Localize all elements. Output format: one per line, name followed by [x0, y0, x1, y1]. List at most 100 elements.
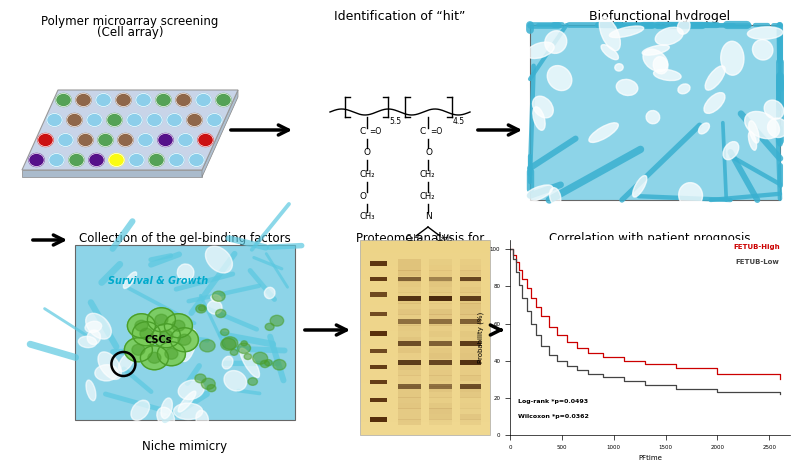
- Ellipse shape: [745, 111, 779, 139]
- Bar: [429, 303, 452, 309]
- Bar: [460, 292, 481, 298]
- Text: CSCs: CSCs: [145, 335, 172, 345]
- Ellipse shape: [127, 113, 142, 126]
- Ellipse shape: [49, 154, 64, 166]
- Bar: [360, 318, 490, 331]
- Bar: [370, 292, 386, 297]
- Bar: [360, 253, 490, 266]
- Text: Wilcoxon *p=0.0362: Wilcoxon *p=0.0362: [518, 414, 589, 419]
- Text: C: C: [359, 127, 366, 136]
- Polygon shape: [22, 170, 202, 177]
- Bar: [429, 270, 452, 276]
- Text: CH₃: CH₃: [359, 212, 374, 221]
- Ellipse shape: [216, 309, 226, 318]
- Bar: [398, 281, 421, 287]
- Ellipse shape: [224, 370, 246, 391]
- Bar: [460, 276, 481, 282]
- Bar: [460, 419, 481, 425]
- Ellipse shape: [753, 39, 773, 60]
- Ellipse shape: [95, 365, 118, 381]
- Text: C: C: [420, 127, 426, 136]
- Ellipse shape: [747, 27, 783, 39]
- Bar: [460, 381, 481, 386]
- Ellipse shape: [230, 349, 238, 355]
- Text: O: O: [359, 192, 366, 201]
- Bar: [429, 364, 452, 370]
- Ellipse shape: [129, 154, 144, 166]
- Ellipse shape: [189, 154, 204, 166]
- Bar: [398, 375, 421, 381]
- Bar: [429, 370, 452, 376]
- Bar: [429, 419, 452, 425]
- Bar: [460, 287, 481, 293]
- Bar: [460, 337, 481, 342]
- Bar: [370, 349, 386, 353]
- Bar: [460, 270, 481, 276]
- Bar: [460, 384, 481, 389]
- Ellipse shape: [704, 93, 725, 113]
- Bar: [398, 353, 421, 359]
- Bar: [370, 312, 386, 316]
- Bar: [429, 296, 452, 301]
- Text: Identification of “hit”: Identification of “hit”: [334, 10, 466, 23]
- Ellipse shape: [147, 308, 175, 332]
- Text: CH₂: CH₂: [420, 170, 435, 179]
- Ellipse shape: [207, 300, 222, 314]
- Text: (Cell array): (Cell array): [97, 26, 163, 39]
- Text: 4.5: 4.5: [453, 117, 465, 126]
- Ellipse shape: [29, 154, 44, 166]
- Bar: [460, 359, 481, 364]
- Bar: [360, 422, 490, 435]
- Bar: [460, 259, 481, 265]
- Text: Niche mimicry: Niche mimicry: [142, 440, 227, 453]
- Ellipse shape: [522, 185, 553, 202]
- Bar: [398, 337, 421, 342]
- Bar: [530, 25, 780, 200]
- Ellipse shape: [98, 133, 113, 147]
- Bar: [460, 386, 481, 392]
- Bar: [398, 259, 421, 265]
- Bar: [360, 240, 490, 435]
- Text: N: N: [425, 212, 432, 221]
- Bar: [460, 314, 481, 320]
- Bar: [429, 341, 452, 346]
- Bar: [360, 331, 490, 344]
- Bar: [429, 320, 452, 324]
- Bar: [398, 298, 421, 304]
- Bar: [398, 325, 421, 331]
- Bar: [398, 414, 421, 420]
- Text: C₂H₅: C₂H₅: [436, 234, 454, 243]
- Bar: [398, 341, 421, 346]
- Bar: [460, 276, 481, 282]
- Bar: [460, 320, 481, 326]
- Bar: [75, 245, 295, 420]
- Bar: [398, 320, 421, 324]
- Ellipse shape: [69, 154, 84, 166]
- Bar: [429, 342, 452, 348]
- Ellipse shape: [749, 132, 757, 150]
- Bar: [429, 309, 452, 315]
- Ellipse shape: [118, 353, 134, 371]
- Ellipse shape: [131, 400, 150, 420]
- Ellipse shape: [157, 407, 174, 427]
- Ellipse shape: [87, 330, 101, 345]
- Bar: [360, 383, 490, 396]
- Bar: [370, 417, 386, 422]
- Bar: [460, 341, 481, 346]
- Ellipse shape: [178, 264, 194, 281]
- Bar: [398, 276, 421, 282]
- Bar: [429, 403, 452, 409]
- Bar: [398, 292, 421, 298]
- Bar: [429, 414, 452, 420]
- Ellipse shape: [206, 246, 233, 273]
- Ellipse shape: [96, 94, 111, 107]
- Ellipse shape: [174, 403, 202, 420]
- Bar: [360, 279, 490, 292]
- Ellipse shape: [244, 353, 251, 360]
- Bar: [360, 240, 490, 253]
- Text: =O: =O: [430, 127, 442, 136]
- Ellipse shape: [264, 287, 275, 298]
- Bar: [398, 360, 421, 365]
- Ellipse shape: [678, 84, 690, 94]
- Ellipse shape: [678, 183, 702, 208]
